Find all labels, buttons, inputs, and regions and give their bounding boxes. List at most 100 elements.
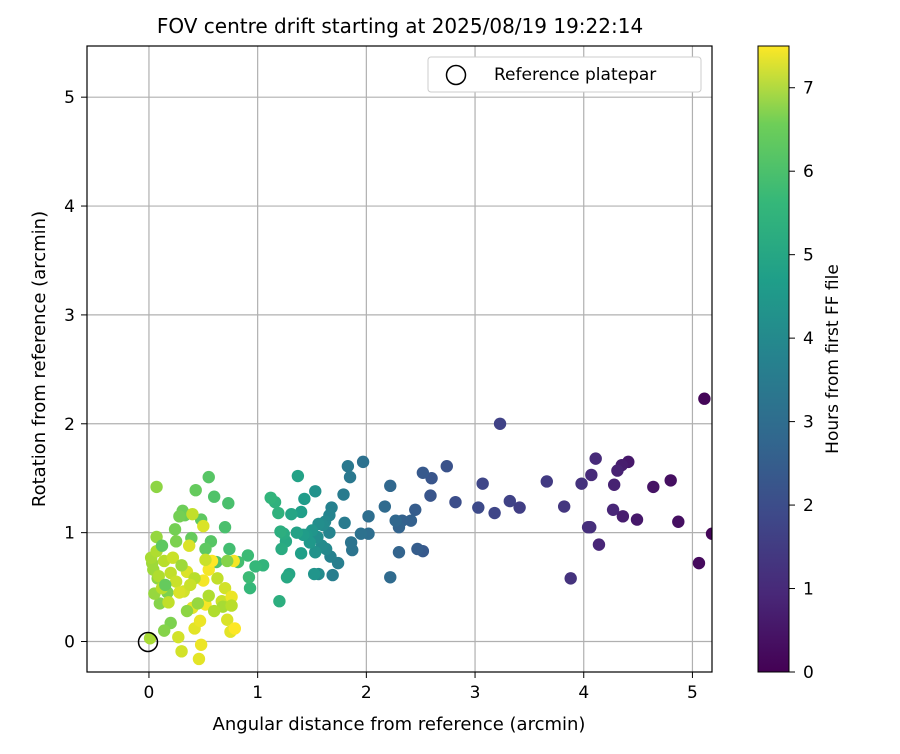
- x-axis-ticks: 0 1 2 3 4 5: [144, 672, 698, 703]
- legend-box: [427, 56, 702, 93]
- data-point: [197, 519, 210, 533]
- data-point: [162, 596, 175, 609]
- data-point: [290, 526, 303, 539]
- colorbar-gradient: [757, 45, 790, 673]
- data-point: [341, 460, 355, 473]
- data-point: [274, 525, 287, 538]
- data-point: [243, 581, 257, 595]
- data-point: [223, 542, 236, 556]
- data-point: [416, 466, 430, 479]
- data-point: [211, 572, 224, 585]
- data-point: [476, 477, 489, 490]
- data-point: [225, 590, 238, 604]
- data-point: [221, 613, 234, 626]
- data-point: [221, 554, 234, 568]
- data-point: [411, 542, 424, 556]
- data-point: [692, 556, 706, 570]
- legend-label: Reference platepar: [494, 65, 656, 85]
- x-tick-label: 4: [578, 683, 589, 703]
- data-point: [175, 645, 188, 658]
- data-point: [143, 632, 157, 645]
- colorbar-tick-label: 2: [803, 496, 814, 516]
- colorbar-tick-label: 3: [803, 413, 814, 433]
- colorbar-ticks: 0 1 2 3 4 5 6 7: [789, 79, 814, 683]
- data-point: [280, 571, 294, 584]
- data-point: [173, 586, 186, 599]
- data-point: [264, 491, 277, 505]
- data-point: [575, 477, 588, 490]
- data-point: [440, 460, 453, 473]
- y-axis-label: Rotation from reference (arcmin): [29, 211, 50, 507]
- data-point: [581, 521, 595, 534]
- data-point: [338, 516, 351, 530]
- x-tick-label: 2: [361, 683, 372, 703]
- data-point: [159, 578, 172, 592]
- data-point: [362, 510, 375, 523]
- y-tick-label: 5: [64, 88, 75, 108]
- colorbar-tick-label: 1: [803, 580, 814, 600]
- data-point: [169, 535, 183, 548]
- data-points: [143, 392, 712, 666]
- data-point: [557, 500, 571, 513]
- data-point: [150, 480, 163, 494]
- data-point: [647, 480, 660, 494]
- data-point: [275, 542, 288, 556]
- data-point: [272, 506, 285, 520]
- legend-marker: [445, 64, 467, 86]
- colorbar-tick-label: 5: [803, 246, 814, 266]
- y-tick-label: 0: [64, 633, 75, 653]
- data-point: [564, 572, 577, 585]
- data-point: [273, 595, 286, 608]
- reference-platepar-marker: [137, 631, 159, 653]
- data-point: [344, 536, 358, 549]
- data-point: [449, 495, 462, 509]
- data-point: [202, 589, 215, 602]
- data-point: [404, 514, 418, 527]
- x-tick-label: 5: [687, 683, 698, 703]
- chart-title: FOV centre drift starting at 2025/08/19 …: [157, 14, 643, 38]
- data-point: [218, 521, 232, 534]
- x-tick-label: 3: [470, 683, 481, 703]
- data-point: [152, 569, 165, 583]
- data-point: [592, 538, 606, 551]
- data-point: [191, 597, 205, 610]
- colorbar-tick-label: 7: [803, 79, 814, 99]
- colorbar-label: Hours from first FF file: [823, 264, 843, 454]
- data-point: [168, 523, 182, 536]
- data-point: [343, 470, 357, 484]
- data-point: [630, 513, 644, 526]
- data-point: [169, 575, 183, 588]
- data-point: [384, 479, 397, 493]
- data-point: [664, 474, 677, 487]
- x-axis-label: Angular distance from reference (arcmin): [213, 714, 586, 735]
- data-point: [488, 506, 501, 520]
- data-point: [218, 581, 232, 595]
- y-tick-label: 3: [64, 306, 75, 326]
- data-point: [172, 630, 185, 644]
- data-point: [337, 488, 350, 501]
- data-point: [472, 501, 485, 514]
- data-point: [241, 549, 255, 562]
- data-point: [166, 551, 180, 564]
- data-point: [202, 470, 215, 484]
- data-point: [309, 546, 322, 559]
- data-point: [409, 503, 422, 516]
- data-point: [307, 567, 321, 581]
- data-point: [354, 527, 368, 540]
- legend: Reference platepar: [427, 56, 702, 93]
- data-point: [155, 539, 169, 552]
- data-point: [326, 568, 339, 582]
- colorbar-tick-label: 6: [803, 162, 814, 182]
- data-point: [298, 492, 311, 506]
- data-point: [228, 622, 242, 635]
- data-point: [616, 510, 630, 523]
- data-point: [540, 475, 553, 488]
- data-point: [589, 452, 602, 465]
- data-point: [611, 464, 624, 477]
- colorbar-tick-label: 0: [803, 663, 814, 683]
- data-point: [175, 559, 188, 572]
- data-point: [672, 515, 685, 528]
- data-point: [199, 553, 212, 567]
